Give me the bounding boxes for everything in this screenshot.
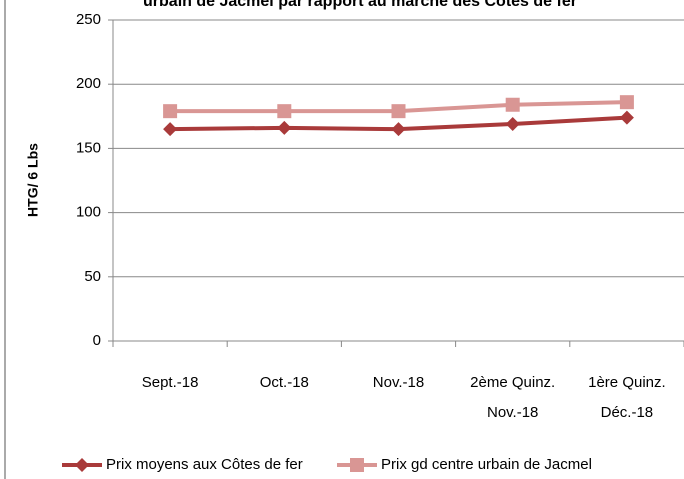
data-point — [619, 110, 634, 125]
x-tick-label: Nov.-18 — [487, 404, 538, 421]
y-tick-label: 150 — [76, 139, 101, 156]
data-point — [391, 122, 406, 137]
y-tick-label: 0 — [93, 332, 101, 349]
legend-label: Prix gd centre urbain de Jacmel — [381, 456, 592, 473]
y-tick-label: 200 — [76, 75, 101, 92]
legend-label: Prix moyens aux Côtes de fer — [106, 456, 303, 473]
data-point — [391, 104, 406, 119]
x-tick-label: Nov.-18 — [373, 374, 424, 391]
data-point — [505, 117, 520, 132]
x-tick-label: Déc.-18 — [601, 404, 654, 421]
x-tick-label: 2ème Quinz. — [470, 374, 555, 391]
legend-marker — [75, 458, 89, 472]
data-point — [163, 122, 178, 137]
data-point — [505, 97, 520, 112]
y-axis-label: HTG/ 6 Lbs — [25, 143, 41, 217]
data-point — [277, 104, 292, 119]
x-tick-label: Oct.-18 — [260, 374, 309, 391]
legend-marker — [350, 458, 364, 472]
y-tick-label: 100 — [76, 204, 101, 221]
x-tick-label: 1ère Quinz. — [588, 374, 666, 391]
y-tick-label: 250 — [76, 11, 101, 28]
chart-title: urbain de Jacmel par rapport au marché d… — [143, 0, 577, 10]
y-tick-label: 50 — [84, 268, 101, 285]
data-point — [277, 120, 292, 135]
data-point — [163, 104, 178, 119]
data-point — [619, 95, 634, 110]
x-tick-label: Sept.-18 — [142, 374, 199, 391]
